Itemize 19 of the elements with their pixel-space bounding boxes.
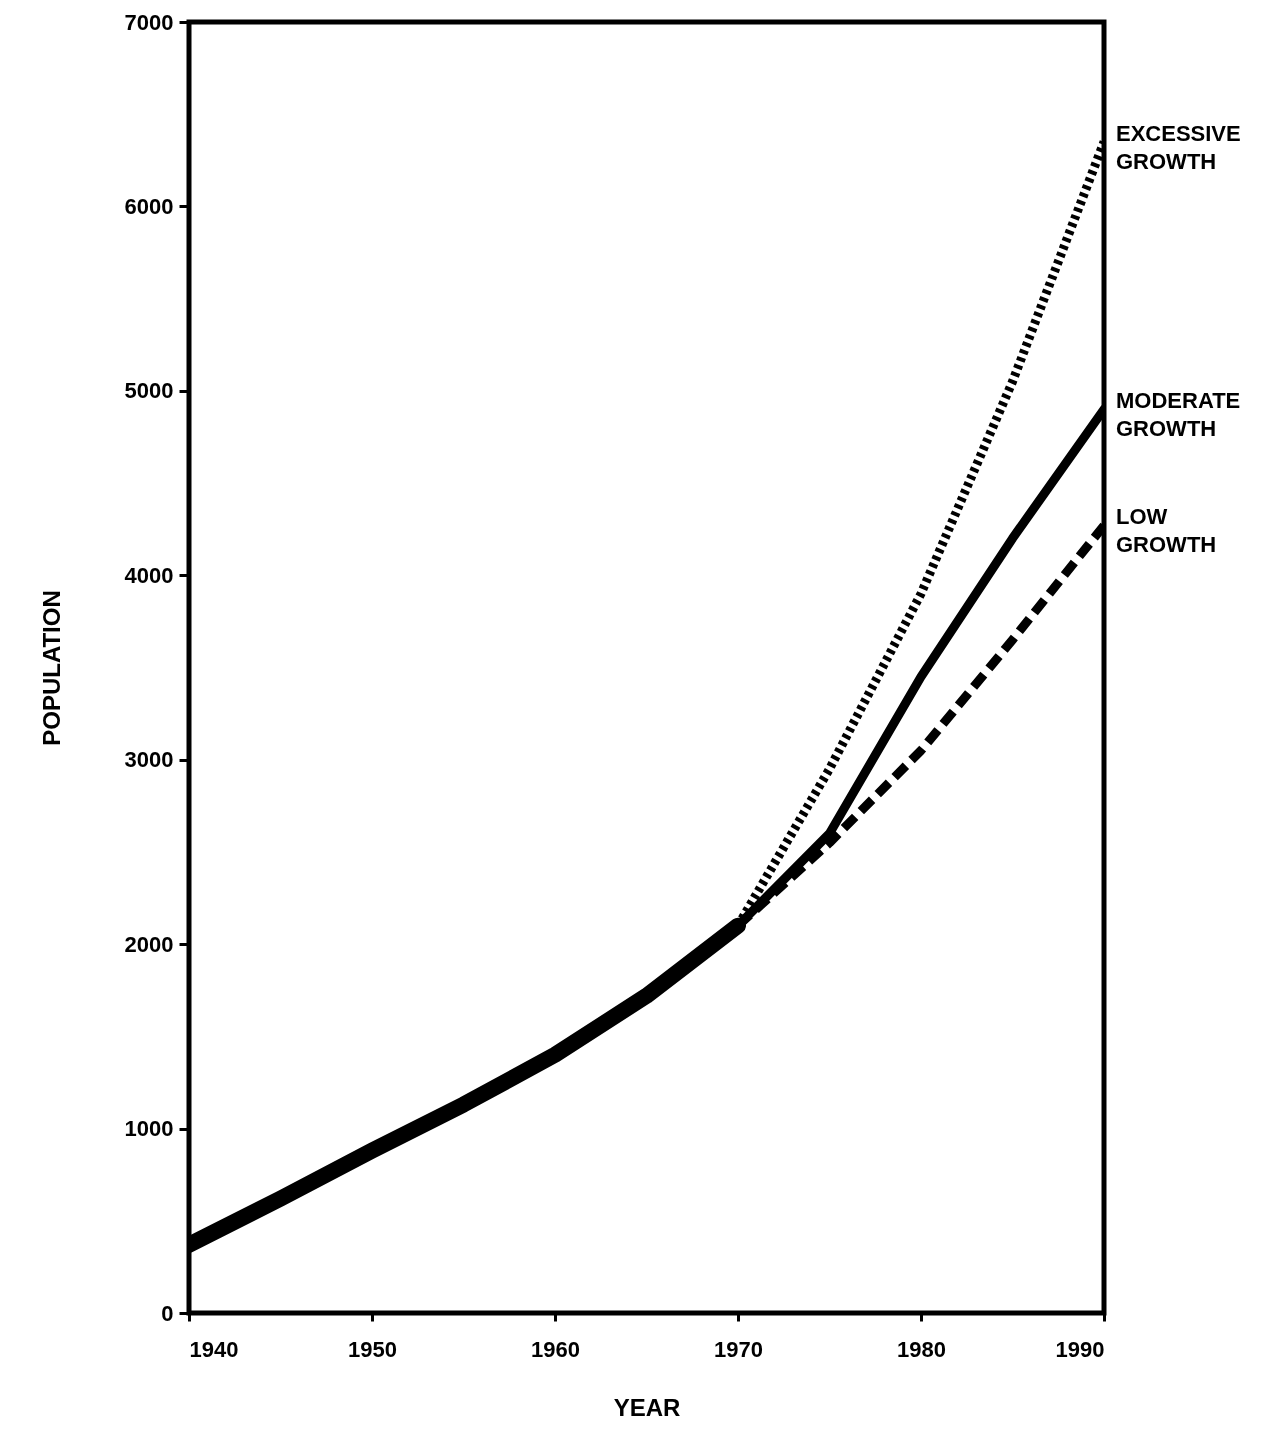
x-tick-label: 1940 <box>189 1336 239 1362</box>
x-axis-title: YEAR <box>613 1393 681 1421</box>
y-tick-label: 2000 <box>124 931 174 957</box>
y-tick-label: 1000 <box>124 1116 174 1142</box>
y-tick-label: 0 <box>161 1300 174 1326</box>
x-tick-label: 1980 <box>897 1336 946 1362</box>
x-tick-label: 1990 <box>1055 1336 1105 1362</box>
x-tick-label: 1970 <box>714 1336 763 1362</box>
y-tick-label: 6000 <box>124 193 174 219</box>
series-label: MODERATE GROWTH <box>1116 388 1241 442</box>
series-label: LOW GROWTH <box>1116 504 1217 558</box>
y-axis-title: POPULATION <box>37 590 65 746</box>
x-tick-label: 1960 <box>531 1336 580 1362</box>
y-tick-label: 3000 <box>124 747 174 773</box>
series-label: EXCESSIVE GROWTH <box>1116 120 1241 174</box>
y-tick-label: 5000 <box>124 378 174 404</box>
y-tick-label: 4000 <box>124 562 174 588</box>
x-tick-label: 1950 <box>348 1336 397 1362</box>
y-tick-label: 7000 <box>124 9 174 35</box>
